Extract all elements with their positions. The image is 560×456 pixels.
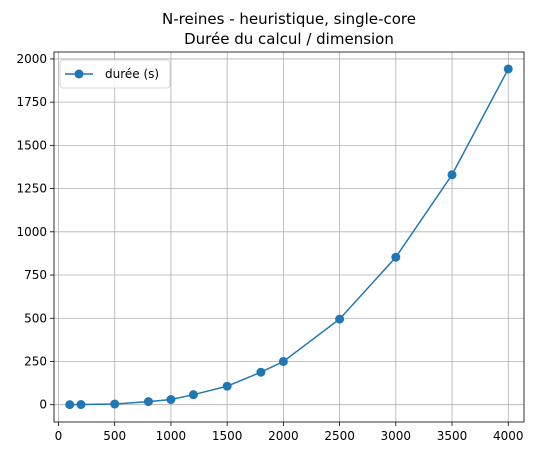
y-tick-label: 2000 [16, 52, 47, 66]
legend-marker-sample [74, 69, 84, 79]
series-layer [65, 64, 513, 410]
data-point [503, 64, 513, 74]
y-tick-label: 1500 [16, 138, 47, 152]
plot-area-frame [53, 51, 525, 423]
grid-lines [54, 52, 524, 422]
data-point [447, 170, 457, 180]
y-tick-label: 1250 [16, 182, 47, 196]
y-tick-label: 1750 [16, 95, 47, 109]
x-tick-label: 1000 [156, 429, 187, 443]
x-tick-label: 4000 [493, 429, 524, 443]
data-point [278, 356, 288, 366]
x-tick-label: 3500 [437, 429, 468, 443]
chart-subtitle: Durée du calcul / dimension [184, 30, 394, 48]
data-point [110, 399, 120, 409]
legend-box [59, 59, 171, 89]
data-point [76, 400, 86, 410]
data-point [256, 367, 266, 377]
x-tick-label: 2500 [324, 429, 355, 443]
data-point [166, 395, 176, 405]
y-tick-label: 1000 [16, 225, 47, 239]
legend: durée (s) [59, 59, 171, 89]
y-tick-label: 750 [24, 268, 47, 282]
axis-ticks: 0 500 1000 1500 2000 2500 3000 3500 4000 0 250 500 7… [16, 52, 523, 443]
y-tick-label: 0 [39, 398, 47, 412]
data-point [143, 397, 153, 407]
y-tick-label: 250 [24, 354, 47, 368]
x-tick-label: 3000 [381, 429, 412, 443]
data-point [222, 381, 232, 391]
legend-label: durée (s) [105, 67, 159, 81]
data-point [188, 390, 198, 400]
series-line [69, 68, 509, 406]
y-tick-label: 500 [24, 311, 47, 325]
x-tick-label: 500 [103, 429, 126, 443]
data-point [391, 252, 401, 262]
x-tick-label: 1500 [212, 429, 243, 443]
data-point [335, 314, 345, 324]
x-tick-label: 2000 [268, 429, 299, 443]
data-point [65, 400, 75, 410]
chart-title: N-reines - heuristique, single-core [162, 10, 416, 28]
x-tick-label: 0 [55, 429, 63, 443]
